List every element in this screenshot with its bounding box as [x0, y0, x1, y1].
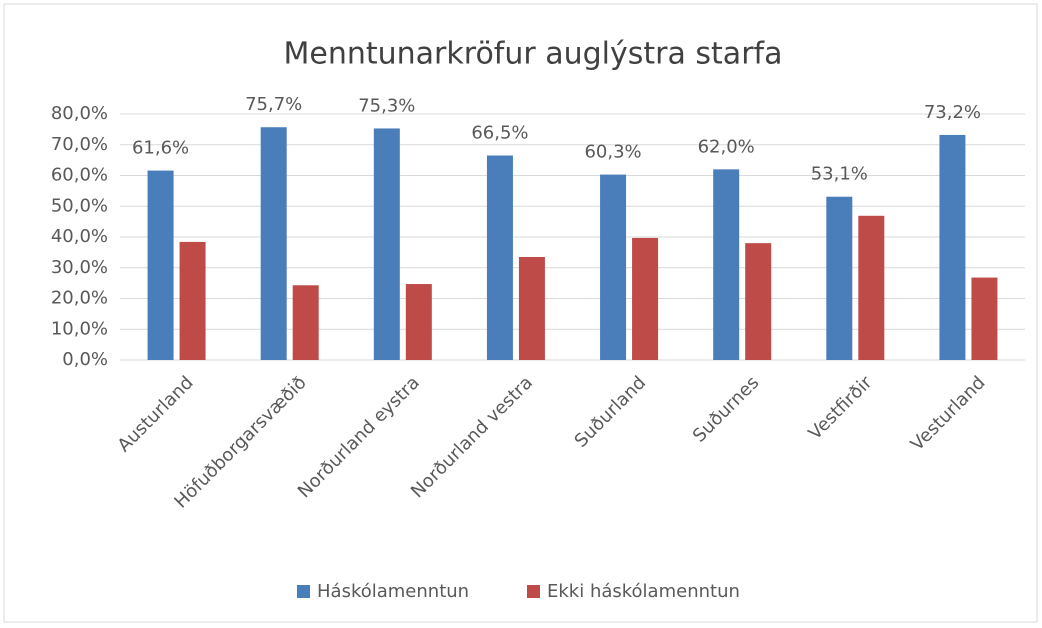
- bar: [600, 174, 627, 360]
- bar: [858, 215, 885, 360]
- y-tick-label: 50,0%: [51, 195, 108, 216]
- data-label: 62,0%: [698, 136, 755, 157]
- y-tick-label: 0,0%: [62, 349, 108, 370]
- bar: [713, 169, 740, 360]
- bar: [939, 134, 966, 360]
- y-tick-label: 70,0%: [51, 134, 108, 155]
- data-label: 60,3%: [584, 142, 641, 163]
- bar: [632, 237, 659, 360]
- bar: [826, 196, 853, 360]
- y-tick-label: 30,0%: [51, 257, 108, 278]
- bar: [971, 277, 998, 360]
- legend-swatch: [527, 585, 540, 598]
- bar: [518, 256, 545, 360]
- bar: [745, 243, 772, 360]
- legend-label: Ekki háskólamenntun: [547, 581, 740, 602]
- y-tick-label: 60,0%: [51, 165, 108, 186]
- bar: [147, 170, 174, 360]
- data-label: 66,5%: [471, 123, 528, 144]
- data-label: 75,3%: [358, 95, 415, 116]
- y-tick-label: 40,0%: [51, 226, 108, 247]
- bar: [179, 241, 206, 360]
- bar: [373, 128, 400, 360]
- bar: [260, 127, 287, 360]
- y-tick-label: 20,0%: [51, 288, 108, 309]
- data-label: 73,2%: [924, 102, 981, 123]
- y-tick-label: 10,0%: [51, 318, 108, 339]
- legend-swatch: [297, 585, 310, 598]
- data-label: 53,1%: [811, 164, 868, 185]
- chart-title: Menntunarkröfur auglýstra starfa: [284, 37, 783, 72]
- y-tick-label: 80,0%: [51, 103, 108, 124]
- data-label: 75,7%: [245, 94, 302, 115]
- bar: [292, 285, 319, 360]
- bar: [486, 155, 513, 360]
- data-label: 61,6%: [132, 138, 189, 159]
- bar: [405, 284, 432, 360]
- legend-label: Háskólamenntun: [317, 581, 469, 602]
